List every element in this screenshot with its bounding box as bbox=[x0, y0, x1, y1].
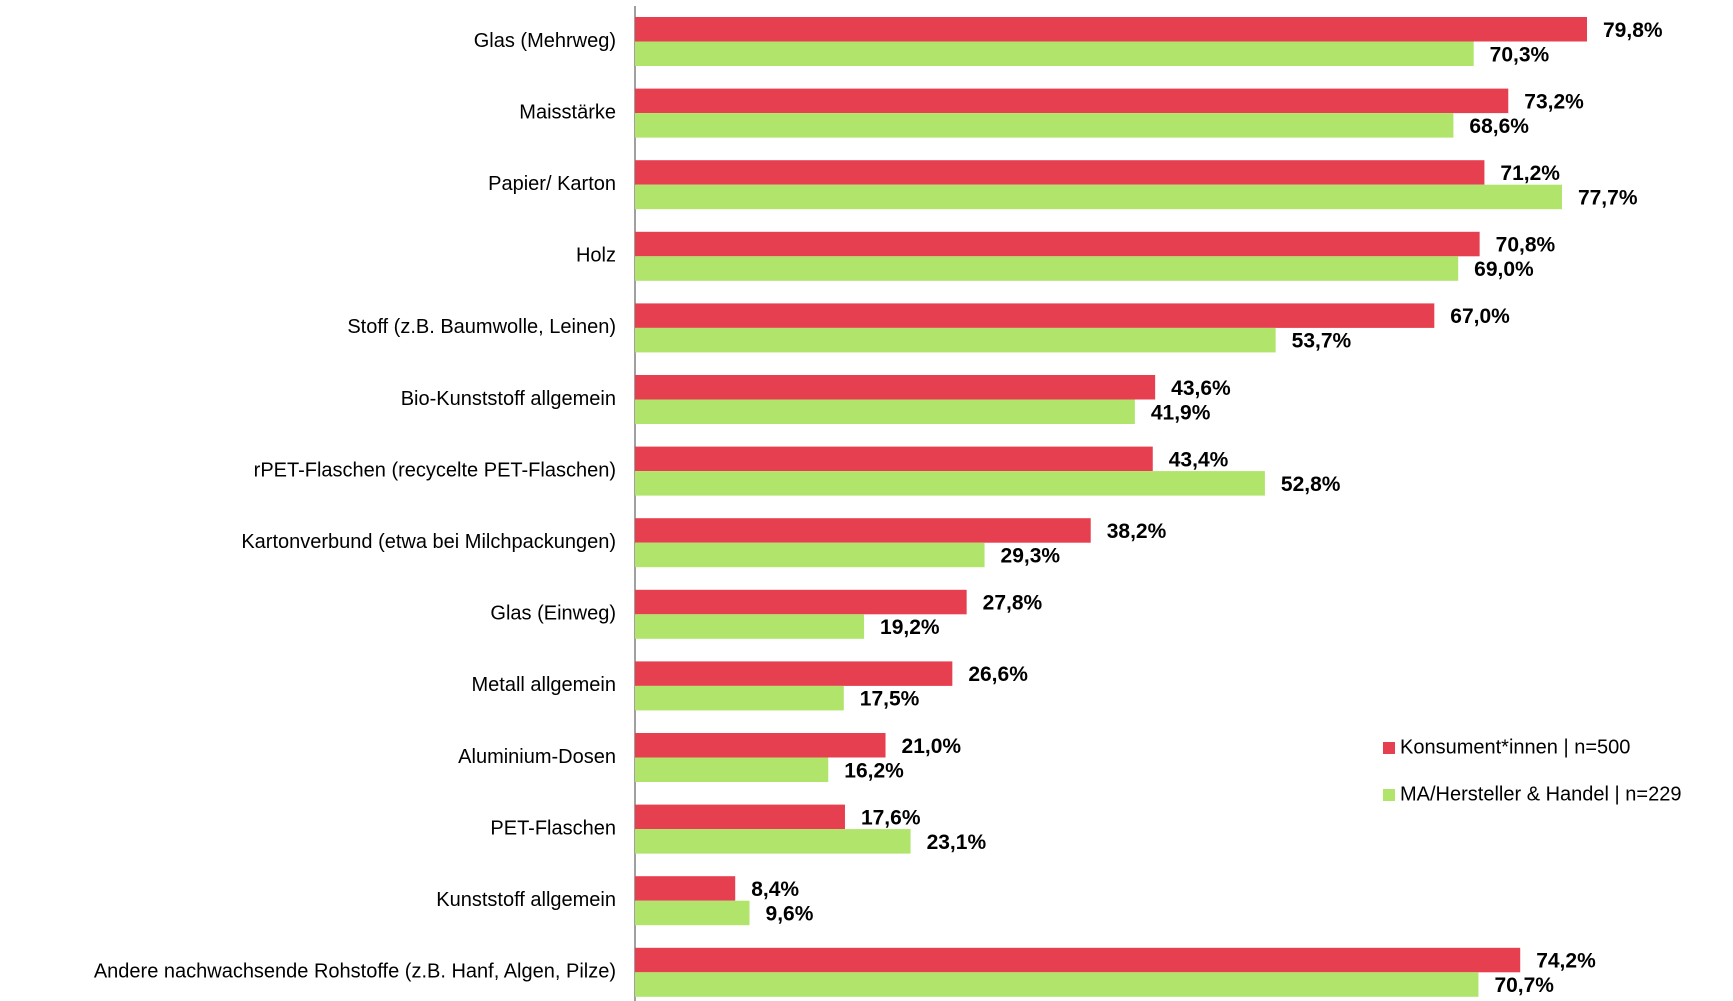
bar bbox=[635, 231, 1480, 257]
value-label: 19,2% bbox=[880, 616, 940, 639]
bar bbox=[635, 518, 1091, 543]
value-label: 23,1% bbox=[927, 831, 987, 854]
legend-label: Konsument*innen | n=500 bbox=[1400, 736, 1630, 758]
category-label: Aluminium-Dosen bbox=[458, 746, 616, 768]
bar bbox=[635, 804, 845, 830]
value-label: 68,6% bbox=[1469, 115, 1529, 138]
value-label: 70,8% bbox=[1496, 234, 1556, 257]
value-label: 21,0% bbox=[902, 735, 962, 758]
bar bbox=[635, 88, 1509, 114]
value-label: 77,7% bbox=[1578, 186, 1638, 209]
bar bbox=[635, 947, 1521, 973]
category-label: Metall allgemein bbox=[471, 674, 616, 696]
bar bbox=[635, 160, 1485, 185]
bar bbox=[635, 685, 844, 711]
bar bbox=[635, 900, 750, 926]
value-label: 67,0% bbox=[1450, 305, 1510, 328]
bar bbox=[635, 876, 736, 901]
bar bbox=[635, 829, 911, 854]
value-label: 43,6% bbox=[1171, 377, 1231, 400]
value-label: 29,3% bbox=[1001, 544, 1061, 567]
bar bbox=[635, 184, 1562, 210]
category-label: Kartonverbund (etwa bei Milchpackungen) bbox=[241, 531, 616, 553]
bar bbox=[635, 733, 886, 758]
category-label: rPET-Flaschen (recycelte PET-Flaschen) bbox=[254, 459, 616, 481]
bar bbox=[635, 303, 1435, 328]
bar bbox=[635, 17, 1588, 42]
category-label: Glas (Einweg) bbox=[490, 603, 616, 625]
bar bbox=[635, 471, 1265, 496]
bar bbox=[635, 614, 865, 639]
value-label: 74,2% bbox=[1536, 950, 1596, 973]
value-label: 16,2% bbox=[844, 759, 904, 782]
value-label: 27,8% bbox=[983, 592, 1043, 615]
value-label: 9,6% bbox=[766, 902, 814, 925]
category-label: Papier/ Karton bbox=[488, 173, 616, 195]
category-label: Stoff (z.B. Baumwolle, Leinen) bbox=[347, 316, 616, 338]
bar bbox=[635, 446, 1153, 472]
category-label: PET-Flaschen bbox=[490, 817, 616, 839]
value-label: 17,6% bbox=[861, 806, 921, 829]
value-label: 53,7% bbox=[1292, 330, 1352, 353]
category-label: Bio-Kunststoff allgemein bbox=[401, 388, 616, 410]
value-label: 38,2% bbox=[1107, 520, 1167, 543]
legend-swatch bbox=[1383, 742, 1395, 754]
value-label: 70,3% bbox=[1490, 43, 1550, 66]
legend-swatch bbox=[1383, 789, 1395, 801]
value-label: 26,6% bbox=[968, 663, 1028, 686]
category-label: Maisstärke bbox=[519, 101, 616, 123]
bar bbox=[635, 256, 1459, 281]
bar bbox=[635, 41, 1474, 66]
value-label: 8,4% bbox=[751, 878, 799, 901]
bar bbox=[635, 327, 1276, 353]
bar bbox=[635, 542, 985, 568]
value-label: 70,7% bbox=[1494, 974, 1554, 997]
value-label: 79,8% bbox=[1603, 19, 1663, 42]
value-label: 41,9% bbox=[1151, 401, 1211, 424]
legend-label: MA/Hersteller & Handel | n=229 bbox=[1400, 783, 1681, 805]
value-label: 69,0% bbox=[1474, 258, 1534, 281]
value-label: 52,8% bbox=[1281, 473, 1341, 496]
bar bbox=[635, 375, 1156, 400]
category-label: Holz bbox=[576, 245, 616, 267]
category-label: Kunststoff allgemein bbox=[436, 889, 616, 911]
value-label: 73,2% bbox=[1524, 90, 1584, 113]
value-label: 71,2% bbox=[1500, 162, 1560, 185]
bar bbox=[635, 589, 967, 615]
bar bbox=[635, 972, 1479, 997]
category-label: Andere nachwachsende Rohstoffe (z.B. Han… bbox=[94, 961, 616, 983]
value-label: 17,5% bbox=[860, 688, 920, 711]
value-label: 43,4% bbox=[1169, 448, 1229, 471]
bar bbox=[635, 399, 1135, 424]
bar bbox=[635, 113, 1454, 138]
category-label: Glas (Mehrweg) bbox=[474, 30, 616, 52]
bar bbox=[635, 661, 953, 686]
bar bbox=[635, 757, 829, 782]
